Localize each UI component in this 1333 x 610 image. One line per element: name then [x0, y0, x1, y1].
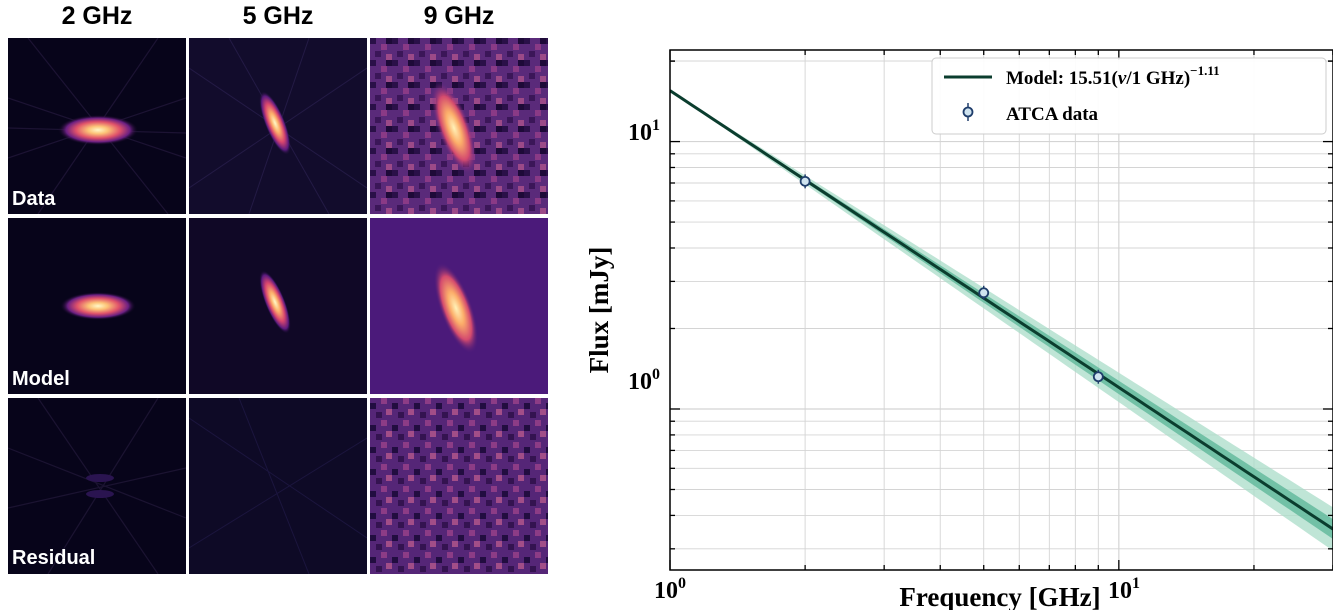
data-point	[799, 174, 811, 189]
row-label-data: Data	[12, 188, 56, 210]
x-axis-label: Frequency [GHz]	[899, 582, 1100, 610]
row-label-model: Model	[12, 368, 70, 390]
tile-residual-9ghz	[370, 398, 548, 574]
tile-residual-5ghz	[189, 398, 367, 574]
tile-residual-2ghz	[8, 398, 186, 574]
data-points	[799, 174, 1104, 384]
data-point-marker	[1092, 371, 1104, 383]
legend: Model: 15.51(ν/1 GHz)−1.11 ATCA data	[931, 57, 1327, 135]
data-point-marker	[799, 175, 811, 187]
y-axis-label: Flux [mJy]	[584, 247, 614, 374]
data-point	[1092, 369, 1104, 384]
data-point	[978, 285, 990, 300]
column-title-9ghz: 9 GHz	[423, 2, 495, 30]
model-inner-band	[670, 90, 1333, 539]
x-tick-label-1: 100	[654, 575, 686, 604]
model-line	[670, 89, 1333, 531]
legend-data-label: ATCA data	[1006, 104, 1099, 125]
tile-model-2ghz	[8, 218, 186, 394]
tile-data-5ghz	[189, 38, 367, 214]
row-label-residual: Residual	[12, 547, 96, 569]
model-outer-band	[670, 90, 1333, 551]
legend-marker-point	[962, 106, 974, 118]
legend-data-swatch	[962, 103, 974, 121]
tile-data-9ghz	[370, 38, 548, 214]
y-tick-label-1: 100	[628, 366, 660, 395]
legend-model-label: Model: 15.51(ν/1 GHz)−1.11	[1006, 63, 1220, 89]
x-tick-label-10: 101	[1108, 575, 1140, 604]
model-bands	[670, 89, 1333, 551]
plot-frame	[669, 49, 1333, 571]
y-tick-label-10: 101	[628, 117, 660, 146]
axis-ticks	[669, 50, 1333, 570]
tile-model-5ghz	[189, 218, 367, 394]
tile-data-2ghz	[8, 38, 186, 214]
tile-model-9ghz	[370, 218, 548, 394]
data-point-marker	[978, 287, 990, 299]
column-title-2ghz: 2 GHz	[61, 2, 133, 30]
column-title-5ghz: 5 GHz	[242, 2, 314, 30]
legend-box	[931, 57, 1327, 135]
